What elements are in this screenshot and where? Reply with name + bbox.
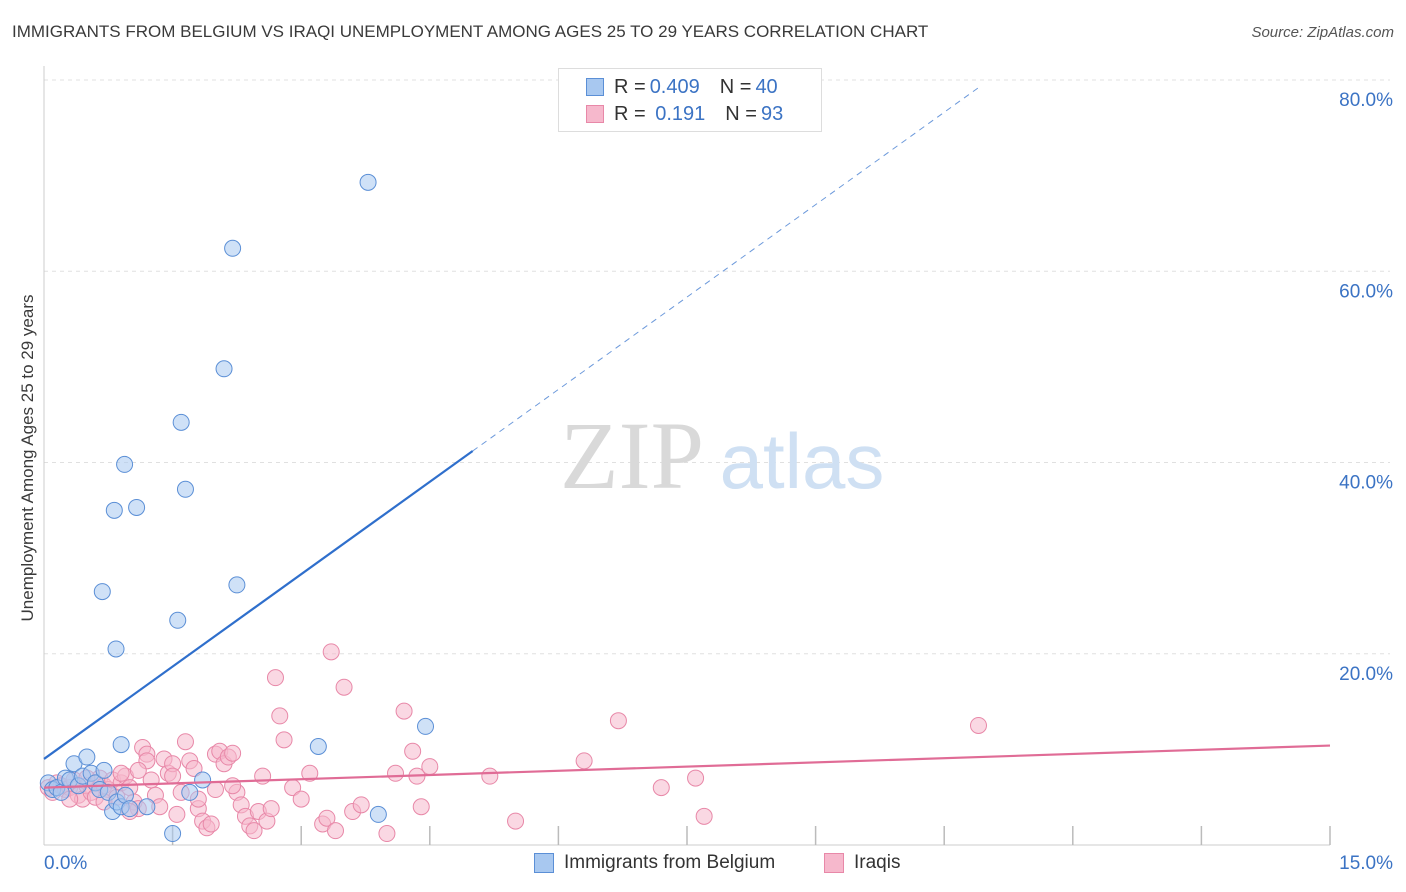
belgium-point (215, 360, 233, 378)
belgium-point (121, 800, 139, 818)
stats-legend-box: R = 0.409 N = 40 R = 0.191 N = 93 (558, 68, 822, 132)
iraqis-point (421, 758, 439, 776)
belgium-point (172, 413, 190, 431)
iraqis-point (335, 678, 353, 696)
iraqis-point (609, 712, 627, 730)
belgium-point (224, 239, 242, 257)
n-value: 40 (755, 75, 778, 98)
r-value: 0.191 (649, 102, 706, 125)
belgium-point (105, 501, 123, 519)
y-axis-label: Unemployment Among Ages 25 to 29 years (18, 294, 37, 622)
iraqis-trend-line (43, 744, 1331, 789)
iraqis-point (318, 809, 336, 827)
n-value: 93 (760, 102, 784, 125)
legend-label: Immigrants from Belgium (564, 852, 776, 873)
iraqis-point (687, 769, 705, 787)
belgium-point (138, 798, 156, 816)
legend-item-iraqis[interactable]: Iraqis (824, 852, 900, 874)
belgium-point (78, 748, 96, 766)
y-tick-label: 40.0% (1339, 473, 1393, 494)
source-label: Source: ZipAtlas.com (1251, 24, 1394, 41)
bottom-legend: Immigrants from Belgium Iraqis (0, 852, 1406, 878)
iraqis-point (245, 822, 263, 840)
watermark-zip: ZIP (560, 402, 704, 509)
iraqis-point (266, 669, 284, 687)
trend-layer (43, 87, 1331, 789)
belgium-point (181, 783, 199, 801)
belgium-trend-extension (472, 87, 979, 452)
tick-label-layer: 20.0% 40.0% 60.0% 80.0% 0.0% 15.0% (44, 90, 1393, 874)
y-tick-label: 20.0% (1339, 664, 1393, 685)
belgium-point (417, 717, 435, 735)
legend-item-belgium[interactable]: Immigrants from Belgium (534, 852, 775, 874)
n-label: N = (725, 102, 757, 125)
chart-title: IMMIGRANTS FROM BELGIUM VS IRAQI UNEMPLO… (12, 22, 929, 41)
iraqis-point (176, 733, 194, 751)
iraqis-point (129, 761, 147, 779)
iraqis-point (301, 764, 319, 782)
iraqis-point (202, 815, 220, 833)
belgium-point (128, 498, 146, 516)
iraqis-point (271, 707, 289, 725)
iraqis-point (481, 767, 499, 785)
iraqis-point (652, 779, 670, 797)
belgium-point (93, 583, 111, 601)
iraqis-point (164, 767, 182, 785)
y-tick-label: 60.0% (1339, 281, 1393, 302)
iraqis-point (322, 643, 340, 661)
belgium-point (228, 576, 246, 594)
axis-layer (43, 66, 1331, 846)
iraqis-point (185, 760, 203, 777)
belgium-point (169, 611, 187, 629)
iraqis-point (695, 807, 713, 825)
belgium-point (194, 771, 212, 789)
points-layer (39, 173, 987, 843)
r-label: R = (614, 102, 646, 125)
legend-label: Iraqis (854, 852, 901, 873)
belgium-trend-line (43, 450, 474, 760)
blue-swatch-icon (534, 853, 554, 873)
stats-row-iraqis: R = 0.191 N = 93 (559, 101, 783, 127)
stats-row-belgium: R = 0.409 N = 40 (559, 74, 778, 100)
belgium-point (359, 173, 377, 191)
iraqis-point (387, 764, 405, 782)
iraqis-point (404, 742, 422, 760)
iraqis-point (224, 777, 242, 795)
belgium-point (369, 805, 387, 823)
belgium-point (116, 455, 134, 473)
belgium-point (112, 736, 130, 754)
watermark: ZIP atlas (560, 402, 884, 509)
iraqis-point (326, 822, 344, 840)
pink-swatch-icon (586, 105, 604, 123)
belgium-point (107, 640, 125, 658)
pink-swatch-icon (824, 853, 844, 873)
belgium-point (95, 761, 113, 779)
blue-swatch-icon (586, 78, 604, 96)
iraqis-point (168, 805, 186, 823)
iraqis-point (378, 825, 396, 843)
r-label: R = (614, 75, 646, 98)
iraqis-point (262, 800, 280, 818)
iraqis-point (275, 731, 293, 749)
grid-layer (44, 79, 1390, 655)
r-value: 0.409 (649, 75, 700, 98)
iraqis-point (224, 744, 242, 762)
belgium-point (164, 825, 182, 843)
n-label: N = (719, 75, 752, 98)
iraqis-point (575, 752, 593, 770)
iraqis-point (352, 796, 370, 814)
watermark-atlas: atlas (720, 417, 885, 505)
iraqis-point (292, 790, 310, 808)
x-tick-label: 0.0% (44, 853, 87, 874)
iraqis-point (969, 716, 987, 734)
y-tick-label: 80.0% (1339, 90, 1393, 111)
iraqis-point (395, 702, 413, 720)
iraqis-point (412, 798, 430, 816)
x-tick-label: 15.0% (1339, 853, 1393, 874)
belgium-point (176, 480, 194, 498)
iraqis-point (112, 764, 130, 782)
belgium-point (309, 738, 327, 756)
iraqis-point (507, 812, 525, 830)
